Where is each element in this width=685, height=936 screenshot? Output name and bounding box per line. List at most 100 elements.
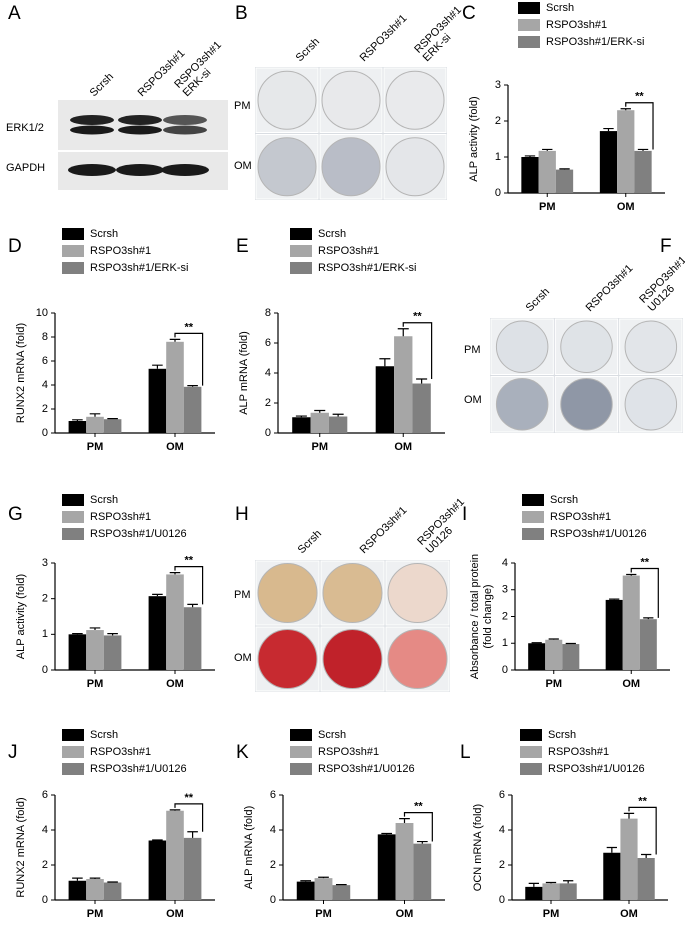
bar xyxy=(296,881,315,900)
y-axis-label: (fold change) xyxy=(482,584,494,648)
panel-letter: F xyxy=(660,236,672,257)
x-tick-label: OM xyxy=(622,678,640,690)
well xyxy=(257,629,318,689)
blot-band xyxy=(163,125,207,135)
y-axis-label: RUNX2 mRNA (fold) xyxy=(15,797,27,897)
well xyxy=(387,563,448,623)
bar xyxy=(86,630,104,670)
legend-label: RSPO3sh#1 xyxy=(90,511,151,523)
y-axis-label: Absorbance / total protein xyxy=(469,554,481,679)
column-label: Scrsh xyxy=(296,528,324,556)
legend-label: RSPO3sh#1/ERK-si xyxy=(90,262,188,274)
bar xyxy=(559,883,577,900)
y-tick-label: 8 xyxy=(265,307,271,319)
legend-swatch xyxy=(62,511,84,523)
error-bar xyxy=(542,148,553,151)
significance-bracket xyxy=(174,566,204,605)
bar xyxy=(183,386,202,433)
bar xyxy=(314,878,333,900)
legend-swatch xyxy=(62,494,84,506)
bar xyxy=(148,368,167,433)
significance-bracket xyxy=(403,812,433,842)
error-bar xyxy=(606,846,617,853)
y-axis-label: OCN mRNA (fold) xyxy=(472,804,484,891)
legend-swatch xyxy=(518,36,540,48)
significance-label: ** xyxy=(640,556,649,568)
error-bar xyxy=(379,358,391,367)
error-bar xyxy=(152,364,163,369)
y-tick-label: 1 xyxy=(42,628,48,640)
significance-bracket xyxy=(402,322,433,379)
well xyxy=(624,320,678,373)
significance-label: ** xyxy=(413,311,422,323)
legend-label: RSPO3sh#1 xyxy=(318,245,379,257)
legend-label: Scrsh xyxy=(546,2,574,14)
legend-label: RSPO3sh#1/ERK-si xyxy=(318,262,416,274)
y-tick-label: 0 xyxy=(502,664,508,676)
x-tick-label: PM xyxy=(543,908,560,920)
x-tick-label: PM xyxy=(87,908,104,920)
x-tick-label: PM xyxy=(315,908,332,920)
panel-letter: H xyxy=(235,504,249,525)
well xyxy=(624,378,678,431)
error-bar xyxy=(169,809,181,811)
panel-letter: K xyxy=(236,742,249,763)
bar xyxy=(148,840,167,900)
y-tick-label: 2 xyxy=(42,859,48,871)
error-bar xyxy=(295,415,307,418)
bar xyxy=(620,818,638,900)
y-tick-label: 2 xyxy=(495,115,501,127)
y-axis-label: ALP mRNA (fold) xyxy=(243,806,255,890)
bar xyxy=(310,412,329,433)
panel-letter: G xyxy=(8,504,23,525)
bar xyxy=(538,150,556,193)
legend-label: RSPO3sh#1 xyxy=(546,19,607,31)
bar xyxy=(166,810,184,900)
bar xyxy=(599,131,618,193)
bar xyxy=(412,383,431,433)
legend-swatch xyxy=(62,262,84,274)
error-bar xyxy=(107,881,118,883)
bar xyxy=(292,417,311,433)
x-tick-label: OM xyxy=(620,908,638,920)
bar xyxy=(555,169,574,193)
row-label: PM xyxy=(464,344,481,356)
y-tick-label: 0 xyxy=(270,894,276,906)
legend-swatch xyxy=(522,511,544,523)
x-tick-label: OM xyxy=(166,678,184,690)
error-bar xyxy=(548,638,559,640)
x-tick-label: OM xyxy=(617,201,635,213)
bar xyxy=(521,157,539,193)
legend-label: Scrsh xyxy=(550,494,578,506)
x-tick-label: OM xyxy=(166,441,184,453)
error-bar xyxy=(300,880,312,882)
bar xyxy=(562,644,580,670)
well xyxy=(321,137,381,197)
bar xyxy=(639,619,657,670)
legend-label: RSPO3sh#1/U0126 xyxy=(548,763,645,775)
blot-band xyxy=(118,125,162,135)
bar xyxy=(328,416,348,433)
well xyxy=(385,137,445,197)
y-tick-label: 6 xyxy=(42,355,48,367)
y-tick-label: 1 xyxy=(502,637,508,649)
significance-label: ** xyxy=(635,91,644,103)
y-tick-label: 10 xyxy=(36,307,48,319)
bar xyxy=(68,421,87,433)
panel-letter: I xyxy=(462,504,467,525)
error-bar xyxy=(107,633,118,636)
error-bar xyxy=(559,168,570,170)
error-bar xyxy=(318,876,329,879)
y-tick-label: 4 xyxy=(42,379,48,391)
bar xyxy=(395,823,414,900)
y-tick-label: 0 xyxy=(265,427,271,439)
x-tick-label: PM xyxy=(546,678,563,690)
well xyxy=(560,378,613,431)
y-tick-label: 2 xyxy=(499,859,505,871)
legend-swatch xyxy=(290,763,312,775)
legend-label: RSPO3sh#1 xyxy=(90,245,151,257)
bar xyxy=(528,643,546,670)
bar xyxy=(542,883,560,900)
legend-swatch xyxy=(522,494,544,506)
bar xyxy=(68,634,87,670)
